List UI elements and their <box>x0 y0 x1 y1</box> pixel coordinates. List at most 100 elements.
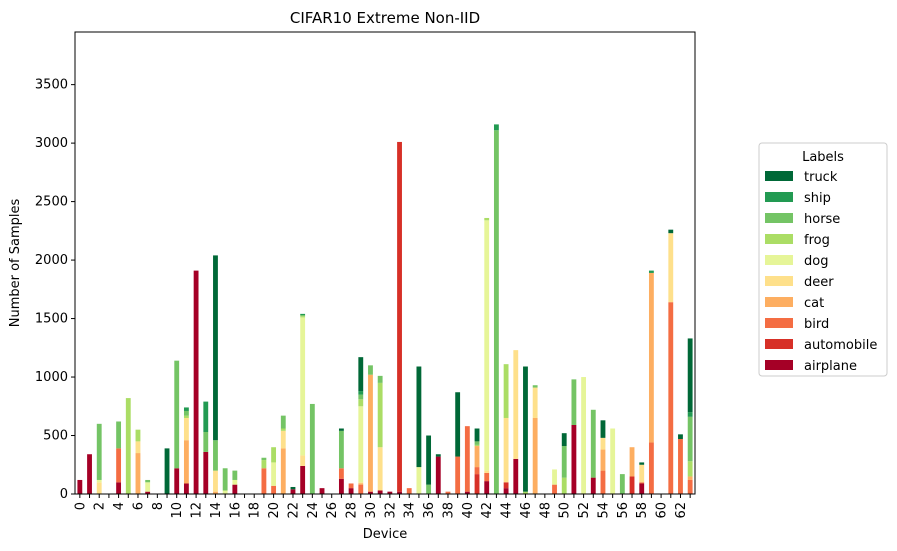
legend-swatch-dog <box>765 255 793 265</box>
bar-ship-device-23 <box>300 313 306 316</box>
bar-frog-device-46 <box>523 491 528 494</box>
bar-airplane-device-31 <box>377 490 383 494</box>
bar-airplane-device-7 <box>145 491 151 494</box>
y-tick-label: 500 <box>43 429 68 444</box>
x-axis-label: Device <box>363 527 407 542</box>
bar-airplane-device-33 <box>397 491 402 494</box>
x-tick-label: 18 <box>248 502 263 519</box>
x-tick-label: 58 <box>635 502 650 519</box>
bar-truck-device-50 <box>561 433 567 447</box>
bar-dog-device-16 <box>232 479 238 485</box>
bar-frog-device-5 <box>125 398 131 494</box>
x-tick-label: 14 <box>209 502 224 519</box>
bar-ship-device-59 <box>648 270 654 273</box>
bar-horse-device-24 <box>309 403 315 494</box>
bar-frog-device-63 <box>687 461 693 477</box>
bar-ship-device-11 <box>183 407 189 411</box>
x-tick-label: 22 <box>286 502 301 519</box>
x-tick-label: 44 <box>500 502 515 519</box>
bar-frog-device-11 <box>183 415 189 418</box>
bar-deer-device-6 <box>135 441 141 454</box>
bar-dog-device-2 <box>96 479 102 483</box>
bar-frog-device-42 <box>484 217 490 221</box>
bar-frog-device-31 <box>377 382 383 448</box>
bar-cat-device-47 <box>532 417 538 494</box>
bar-frog-device-41 <box>474 444 480 447</box>
legend-swatch-deer <box>765 276 793 286</box>
bar-truck-device-54 <box>600 420 606 438</box>
bar-cat-device-59 <box>648 272 654 443</box>
bar-ship-device-29 <box>358 391 364 395</box>
x-tick-label: 0 <box>73 502 88 510</box>
bar-cat-device-11 <box>183 440 189 484</box>
bar-airplane-device-27 <box>338 478 344 494</box>
bar-airplane-device-51 <box>571 424 577 494</box>
legend-swatch-automobile <box>765 339 793 349</box>
bar-horse-device-43 <box>493 130 499 494</box>
y-axis-label: Number of Samples <box>8 199 23 328</box>
x-tick-label: 10 <box>170 502 185 519</box>
bar-cat-device-21 <box>280 448 286 494</box>
bar-frog-device-21 <box>280 428 286 431</box>
bar-dog-device-23 <box>300 317 306 456</box>
bar-automobile-device-33 <box>397 141 402 492</box>
bar-truck-device-29 <box>358 357 364 392</box>
x-tick-label: 60 <box>655 502 670 519</box>
bar-frog-device-6 <box>135 429 141 442</box>
bar-ship-device-43 <box>493 124 499 131</box>
bar-airplane-device-25 <box>319 488 325 494</box>
bar-truck-device-41 <box>474 428 480 442</box>
x-tick-label: 46 <box>519 502 534 519</box>
bar-airplane-device-4 <box>116 482 122 494</box>
x-tick-label: 54 <box>596 502 611 519</box>
bar-horse-device-31 <box>377 375 383 383</box>
bar-horse-device-23 <box>300 315 306 317</box>
bar-dog-device-15 <box>222 490 228 494</box>
bar-cat-device-14 <box>213 491 218 494</box>
bar-cat-device-63 <box>687 476 693 480</box>
bar-cat-device-30 <box>368 374 373 492</box>
y-tick-label: 1500 <box>35 312 68 327</box>
y-tick-label: 2000 <box>35 253 68 268</box>
legend-swatch-cat <box>765 297 793 307</box>
bar-frog-device-50 <box>561 477 567 494</box>
bar-airplane-device-28 <box>348 488 354 494</box>
bar-airplane-device-45 <box>513 458 519 494</box>
bar-truck-device-61 <box>668 229 674 234</box>
legend-label-airplane: airplane <box>804 359 857 374</box>
bar-deer-device-44 <box>503 417 509 483</box>
bar-horse-device-10 <box>174 360 180 469</box>
bar-horse-device-63 <box>687 416 693 462</box>
bar-airplane-device-32 <box>387 491 393 494</box>
bar-dog-device-35 <box>416 467 422 494</box>
bar-deer-device-45 <box>513 350 519 459</box>
bar-deer-device-11 <box>183 417 189 441</box>
y-axis: 0 500 1000 1500 2000 2500 3000 3500 <box>35 78 75 502</box>
bar-airplane-device-10 <box>174 468 180 494</box>
bar-dog-device-49 <box>552 469 557 485</box>
bar-bird-device-38 <box>445 491 451 494</box>
bar-airplane-device-13 <box>203 451 209 494</box>
bar-horse-device-41 <box>474 441 480 445</box>
x-tick-label: 8 <box>151 502 166 510</box>
x-tick-label: 6 <box>131 502 146 510</box>
x-tick-label: 34 <box>403 502 418 519</box>
bar-bird-device-42 <box>484 472 490 482</box>
y-tick-label: 2500 <box>35 195 68 210</box>
bar-airplane-device-0 <box>77 479 83 494</box>
x-tick-label: 12 <box>190 502 205 519</box>
bar-bird-device-40 <box>464 426 470 492</box>
bar-airplane-device-23 <box>300 465 306 494</box>
bar-deer-device-21 <box>280 430 286 449</box>
x-tick-label: 48 <box>538 502 553 519</box>
bar-ship-device-63 <box>687 412 693 417</box>
bar-deer-device-31 <box>377 447 383 491</box>
bar-cat-device-57 <box>629 447 635 477</box>
bar-horse-device-11 <box>183 410 189 416</box>
bar-deer-device-58 <box>639 464 645 483</box>
bar-airplane-device-53 <box>590 477 596 494</box>
bar-automobile-device-44 <box>503 482 509 489</box>
bar-horse-device-2 <box>96 423 102 480</box>
x-tick-label: 26 <box>325 502 340 519</box>
x-tick-label: 42 <box>480 502 495 519</box>
